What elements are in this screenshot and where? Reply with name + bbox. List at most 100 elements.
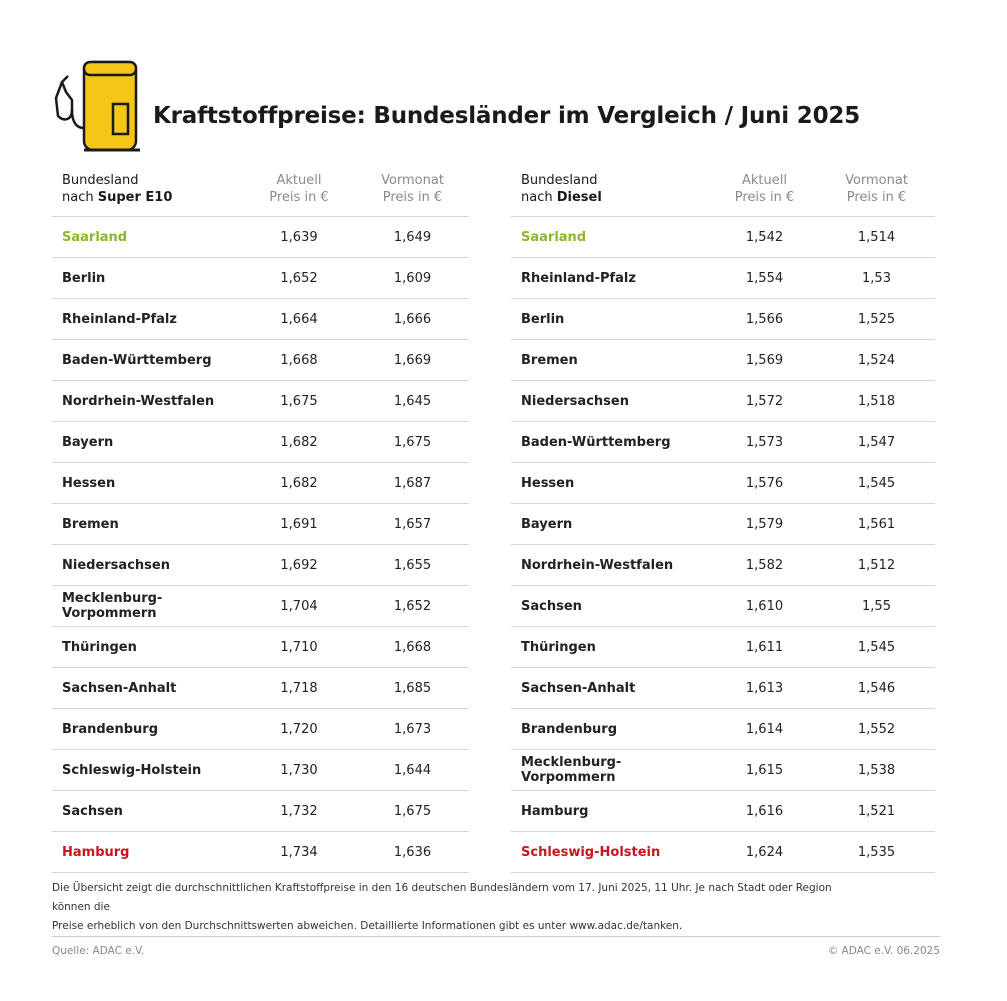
current-price: 1,691 xyxy=(242,503,356,545)
state-name: Sachsen-Anhalt xyxy=(52,667,242,709)
current-price: 1,652 xyxy=(242,257,356,299)
table-row: Brandenburg 1,614 1,552 xyxy=(511,708,935,750)
table-row: Schleswig-Holstein 1,624 1,535 xyxy=(511,831,935,873)
state-name: Hamburg xyxy=(511,790,711,832)
table-row: Mecklenburg-Vorpommern 1,704 1,652 xyxy=(52,585,469,627)
state-name: Brandenburg xyxy=(52,708,242,750)
table-row: Sachsen 1,610 1,55 xyxy=(511,585,935,627)
e10-rows: Saarland 1,639 1,649 Berlin 1,652 1,609 Rheinl… xyxy=(52,216,469,873)
previous-month-price: 1,666 xyxy=(356,298,469,340)
table-row: Baden-Württemberg 1,668 1,669 xyxy=(52,339,469,381)
state-name: Rheinland-Pfalz xyxy=(511,257,711,299)
current-price: 1,613 xyxy=(711,667,818,709)
state-name: Schleswig-Holstein xyxy=(511,831,711,873)
previous-month-price: 1,538 xyxy=(818,749,935,791)
table-row: Bremen 1,569 1,524 xyxy=(511,339,935,381)
current-price: 1,718 xyxy=(242,667,356,709)
diesel-header-state-line1: Bundesland xyxy=(521,173,598,188)
diesel-header-prev-line1: Vormonat xyxy=(845,173,908,188)
state-name: Bremen xyxy=(52,503,242,545)
current-price: 1,692 xyxy=(242,544,356,586)
e10-header-prev-line1: Vormonat xyxy=(381,173,444,188)
table-row: Brandenburg 1,720 1,673 xyxy=(52,708,469,750)
previous-month-price: 1,55 xyxy=(818,585,935,627)
diesel-header-prev-line2: Preis in € xyxy=(846,190,907,205)
state-name: Nordrhein-Westfalen xyxy=(511,544,711,586)
e10-header-state-line1: Bundesland xyxy=(62,173,139,188)
state-name: Brandenburg xyxy=(511,708,711,750)
table-row: Rheinland-Pfalz 1,554 1,53 xyxy=(511,257,935,299)
table-row: Berlin 1,566 1,525 xyxy=(511,298,935,340)
state-name: Sachsen xyxy=(52,790,242,832)
table-row: Niedersachsen 1,572 1,518 xyxy=(511,380,935,422)
table-row: Mecklenburg-Vorpommern 1,615 1,538 xyxy=(511,749,935,791)
state-name: Saarland xyxy=(511,216,711,258)
current-price: 1,569 xyxy=(711,339,818,381)
e10-header-state-prefix: nach xyxy=(62,190,98,205)
table-row: Baden-Württemberg 1,573 1,547 xyxy=(511,421,935,463)
state-name: Schleswig-Holstein xyxy=(52,749,242,791)
previous-month-price: 1,673 xyxy=(356,708,469,750)
state-name: Bayern xyxy=(511,503,711,545)
previous-month-price: 1,645 xyxy=(356,380,469,422)
previous-month-price: 1,547 xyxy=(818,421,935,463)
previous-month-price: 1,535 xyxy=(818,831,935,873)
table-row: Saarland 1,542 1,514 xyxy=(511,216,935,258)
previous-month-price: 1,685 xyxy=(356,667,469,709)
current-price: 1,734 xyxy=(242,831,356,873)
previous-month-price: 1,649 xyxy=(356,216,469,258)
previous-month-price: 1,668 xyxy=(356,626,469,668)
state-name: Saarland xyxy=(52,216,242,258)
state-name: Niedersachsen xyxy=(511,380,711,422)
current-price: 1,668 xyxy=(242,339,356,381)
e10-header-fuel: Super E10 xyxy=(97,190,173,205)
state-name: Niedersachsen xyxy=(52,544,242,586)
fuel-pump-icon xyxy=(54,60,140,152)
current-price: 1,710 xyxy=(242,626,356,668)
page-title: Kraftstoffpreise: Bundesländer im Vergle… xyxy=(153,103,860,129)
current-price: 1,566 xyxy=(711,298,818,340)
diesel-price-table: Bundesland nach Diesel Aktuell Preis in … xyxy=(511,172,935,873)
state-name: Thüringen xyxy=(52,626,242,668)
table-row: Nordrhein-Westfalen 1,675 1,645 xyxy=(52,380,469,422)
state-name: Sachsen-Anhalt xyxy=(511,667,711,709)
current-price: 1,572 xyxy=(711,380,818,422)
current-price: 1,616 xyxy=(711,790,818,832)
current-price: 1,675 xyxy=(242,380,356,422)
previous-month-price: 1,546 xyxy=(818,667,935,709)
e10-header-current-line1: Aktuell xyxy=(276,173,322,188)
header: Kraftstoffpreise: Bundesländer im Vergle… xyxy=(52,58,952,154)
e10-header-current-line2: Preis in € xyxy=(269,190,329,205)
table-row: Bremen 1,691 1,657 xyxy=(52,503,469,545)
current-price: 1,573 xyxy=(711,421,818,463)
current-price: 1,610 xyxy=(711,585,818,627)
current-price: 1,611 xyxy=(711,626,818,668)
e10-header-current: Aktuell Preis in € xyxy=(242,172,356,217)
current-price: 1,614 xyxy=(711,708,818,750)
footnote-line2: Preise erheblich von den Durchschnittswe… xyxy=(52,920,683,932)
previous-month-price: 1,644 xyxy=(356,749,469,791)
table-row: Schleswig-Holstein 1,730 1,644 xyxy=(52,749,469,791)
current-price: 1,682 xyxy=(242,462,356,504)
previous-month-price: 1,657 xyxy=(356,503,469,545)
footnote-line1: Die Übersicht zeigt die durchschnittlich… xyxy=(52,882,832,913)
previous-month-price: 1,514 xyxy=(818,216,935,258)
table-row: Hessen 1,682 1,687 xyxy=(52,462,469,504)
e10-header-state: Bundesland nach Super E10 xyxy=(52,172,242,217)
previous-month-price: 1,636 xyxy=(356,831,469,873)
e10-header-prev: Vormonat Preis in € xyxy=(356,172,469,217)
diesel-header-current-line2: Preis in € xyxy=(734,190,795,205)
previous-month-price: 1,545 xyxy=(818,626,935,668)
table-row: Hessen 1,576 1,545 xyxy=(511,462,935,504)
table-row: Nordrhein-Westfalen 1,582 1,512 xyxy=(511,544,935,586)
previous-month-price: 1,561 xyxy=(818,503,935,545)
previous-month-price: 1,545 xyxy=(818,462,935,504)
current-price: 1,720 xyxy=(242,708,356,750)
previous-month-price: 1,687 xyxy=(356,462,469,504)
table-row: Hamburg 1,616 1,521 xyxy=(511,790,935,832)
state-name: Baden-Württemberg xyxy=(52,339,242,381)
table-row: Rheinland-Pfalz 1,664 1,666 xyxy=(52,298,469,340)
diesel-header-prev: Vormonat Preis in € xyxy=(818,172,935,217)
state-name: Hessen xyxy=(52,462,242,504)
previous-month-price: 1,655 xyxy=(356,544,469,586)
